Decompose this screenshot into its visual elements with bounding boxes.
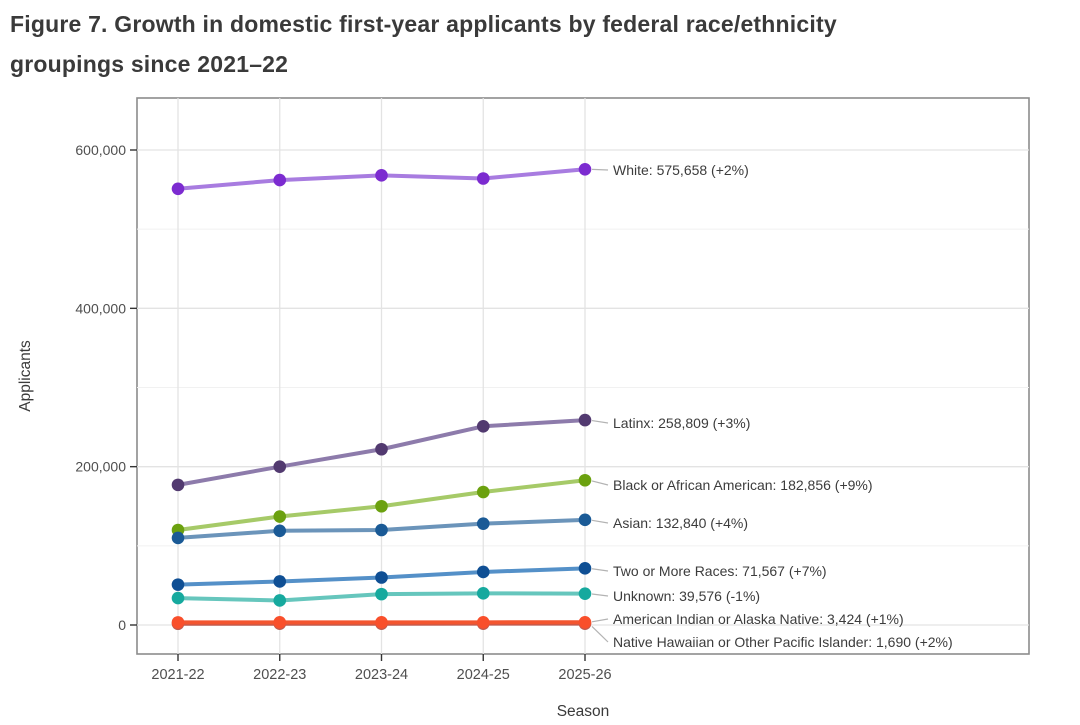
y-tick-label: 600,000 <box>75 142 126 158</box>
series-point-latinx <box>476 419 490 433</box>
axis-layer: 0 200,000 400,000 600,000 2021-22 2022-23 2023… <box>75 142 611 683</box>
series-point-two-or-more-races <box>273 575 287 588</box>
series-point-unknown <box>578 587 592 600</box>
series-point-asian <box>476 517 490 530</box>
series-point-asian <box>273 524 287 538</box>
series-point-american-indian-or-alaska-native <box>171 616 185 629</box>
leader-line-asian <box>591 519 609 524</box>
series-label-white: White: 575,658 (+2%) <box>613 162 749 178</box>
plot-panel-layer <box>136 97 1030 655</box>
series-point-white <box>578 162 592 176</box>
series-label-two-or-more-races: Two or More Races: 71,567 (+7%) <box>613 563 827 579</box>
x-tick-label: 2021-22 <box>151 667 204 683</box>
leader-line-unknown <box>591 593 609 597</box>
series-point-two-or-more-races <box>171 578 185 591</box>
series-point-american-indian-or-alaska-native <box>578 615 592 629</box>
series-point-two-or-more-races <box>476 565 490 579</box>
series-point-white <box>375 169 388 182</box>
series-point-asian <box>171 531 185 545</box>
series-point-black-or-african-american <box>375 499 388 513</box>
series-point-white <box>171 182 185 196</box>
series-point-white <box>476 172 490 185</box>
series-point-black-or-african-american <box>476 485 490 499</box>
series-point-latinx <box>375 442 388 456</box>
series-point-unknown <box>171 591 185 605</box>
y-tick-label: 400,000 <box>75 300 126 316</box>
figure-title-line1: Figure 7. Growth in domestic first-year … <box>10 11 837 37</box>
series-point-two-or-more-races <box>578 562 592 575</box>
series-point-unknown <box>273 594 287 607</box>
series-point-white <box>273 173 287 187</box>
x-tick-label: 2024-25 <box>457 667 510 683</box>
leader-line-black-or-african-american <box>591 480 609 486</box>
series-point-latinx <box>578 413 592 427</box>
series-point-unknown <box>375 587 388 601</box>
leader-line-latinx <box>591 419 609 424</box>
series-label-latinx: Latinx: 258,809 (+3%) <box>613 415 750 431</box>
series-layer <box>171 162 592 631</box>
series-point-black-or-african-american <box>578 473 592 487</box>
x-tick-label: 2025-26 <box>558 667 611 683</box>
series-point-american-indian-or-alaska-native <box>375 616 388 629</box>
series-label-american-indian-or-alaska-native: American Indian or Alaska Native: 3,424 … <box>613 611 904 627</box>
series-point-asian <box>578 513 592 527</box>
series-point-american-indian-or-alaska-native <box>273 616 287 629</box>
series-label-black-or-african-american: Black or African American: 182,856 (+9%) <box>613 477 873 493</box>
series-point-american-indian-or-alaska-native <box>476 616 490 629</box>
figure-title: Figure 7. Growth in domestic first-year … <box>10 4 1030 84</box>
series-label-unknown: Unknown: 39,576 (-1%) <box>613 588 760 604</box>
series-point-latinx <box>273 460 287 473</box>
series-point-latinx <box>171 478 185 492</box>
series-point-two-or-more-races <box>375 571 388 584</box>
leader-line-white <box>591 168 609 171</box>
x-axis-title: Season <box>557 703 610 720</box>
leader-line-american-indian-or-alaska-native <box>591 618 609 623</box>
figure-title-line2: groupings since 2021–22 <box>10 51 289 77</box>
leader-line-native-hawaiian-or-other-pacific-islander <box>591 625 609 643</box>
series-label-native-hawaiian-or-other-pacific-islander: Native Hawaiian or Other Pacific Islande… <box>613 634 953 650</box>
leader-line-two-or-more-races <box>591 568 609 572</box>
series-label-asian: Asian: 132,840 (+4%) <box>613 515 748 531</box>
y-tick-label: 0 <box>118 617 126 633</box>
series-point-asian <box>375 523 388 537</box>
plot-panel <box>136 97 1030 655</box>
x-tick-label: 2022-23 <box>253 667 306 683</box>
y-axis-title: Applicants <box>17 340 34 412</box>
series-point-unknown <box>476 587 490 600</box>
annotation-layer: White: 575,658 (+2%) Latinx: 258,809 (+3%… <box>591 162 953 650</box>
x-tick-label: 2023-24 <box>355 667 408 683</box>
series-point-black-or-african-american <box>273 510 287 523</box>
y-tick-label: 200,000 <box>75 459 126 475</box>
